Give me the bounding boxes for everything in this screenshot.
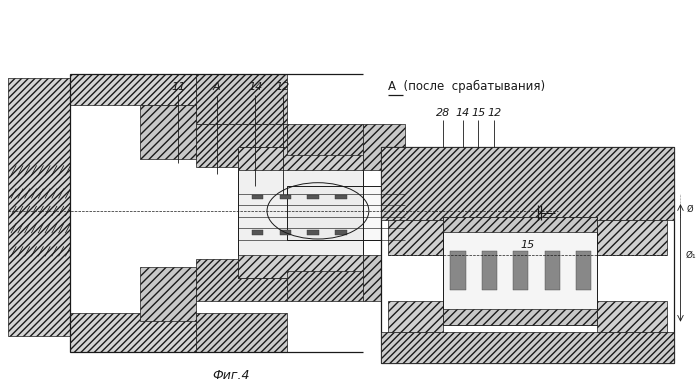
Text: 15: 15 (471, 108, 485, 118)
Bar (363, 124, 405, 170)
Bar (238, 147, 363, 170)
Text: Ø₁: Ø₁ (686, 251, 696, 260)
Text: Фиг.4: Фиг.4 (212, 370, 249, 382)
Text: A: A (213, 82, 220, 92)
Text: 28: 28 (436, 108, 451, 118)
Text: 11: 11 (172, 82, 186, 92)
Text: 14: 14 (456, 108, 470, 118)
Bar (405, 197, 454, 228)
Text: 14: 14 (248, 82, 262, 92)
Bar (482, 251, 497, 290)
Bar (576, 251, 592, 290)
Bar (238, 147, 363, 278)
Bar (454, 201, 482, 224)
Bar (286, 124, 363, 155)
Bar (286, 186, 363, 240)
Bar (482, 201, 503, 223)
Bar (252, 195, 262, 199)
Bar (443, 217, 597, 325)
Bar (196, 74, 286, 124)
Bar (524, 205, 538, 221)
Bar (513, 251, 528, 290)
Bar (196, 124, 286, 166)
Bar (196, 259, 286, 301)
Bar (286, 271, 363, 301)
Text: 12: 12 (487, 108, 501, 118)
Bar (307, 230, 318, 235)
Bar (545, 251, 560, 290)
Bar (8, 78, 71, 336)
Bar (381, 147, 673, 221)
Bar (363, 255, 405, 301)
Bar (443, 217, 597, 232)
Bar (252, 230, 262, 235)
Bar (196, 313, 286, 352)
Bar (388, 221, 443, 255)
Bar (450, 251, 466, 290)
Bar (597, 301, 666, 332)
Bar (381, 147, 673, 363)
Bar (503, 201, 524, 224)
Bar (443, 309, 597, 325)
Text: 15: 15 (520, 240, 534, 250)
Text: Ø: Ø (686, 204, 693, 213)
Text: 12: 12 (276, 82, 290, 92)
Bar (140, 105, 196, 159)
Bar (388, 301, 443, 332)
Bar (307, 195, 318, 199)
Bar (238, 255, 363, 278)
Bar (140, 267, 196, 321)
Bar (279, 230, 290, 235)
Bar (335, 230, 346, 235)
Bar (381, 332, 673, 363)
Bar (71, 74, 196, 105)
Bar (597, 221, 666, 255)
Bar (279, 195, 290, 199)
Bar (335, 195, 346, 199)
Text: A  (после  срабатывания): A (после срабатывания) (388, 80, 545, 93)
Bar (363, 186, 405, 240)
Bar (71, 313, 196, 352)
